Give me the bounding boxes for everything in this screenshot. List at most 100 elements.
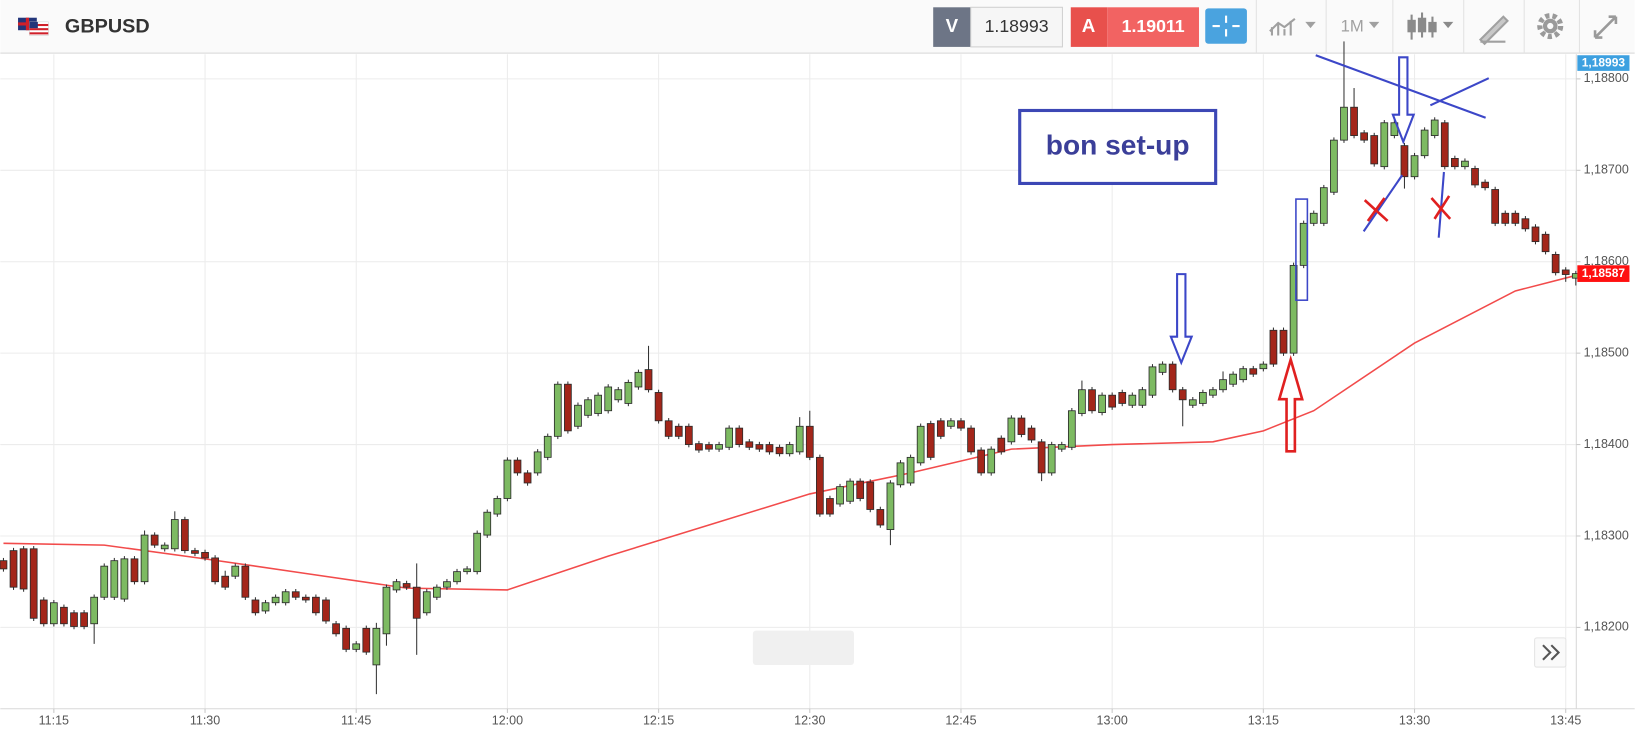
highlight-box: [1295, 198, 1309, 301]
crosshair-icon: [1212, 15, 1240, 37]
candle-body: [1309, 212, 1318, 224]
y-tick-label: 1,18400: [1584, 437, 1629, 451]
candle-body: [1279, 329, 1288, 354]
candle-body: [100, 565, 109, 598]
candle-body: [90, 596, 99, 625]
candle-body: [674, 425, 683, 437]
candle-body: [614, 389, 623, 401]
candle-body: [574, 404, 582, 427]
timeframe: 1M: [1341, 17, 1364, 36]
trend-lines: [1315, 54, 1490, 238]
fullscreen-button[interactable]: [1593, 15, 1618, 39]
gear-teeth: [1537, 13, 1564, 40]
candle-body: [1047, 444, 1056, 474]
candle-body: [997, 437, 1006, 453]
flag-us-stripe: [29, 32, 49, 35]
sell-button[interactable]: V 1.18993: [933, 6, 1063, 48]
buy-label-bg: [1070, 7, 1108, 47]
candle-body: [49, 602, 58, 625]
candle-body: [80, 612, 88, 627]
candle-body: [453, 571, 461, 583]
flag-us-stripe: [29, 23, 49, 27]
candle-body: [60, 606, 68, 625]
candle-body: [1350, 106, 1358, 136]
timeframe-button[interactable]: 1M: [1341, 17, 1380, 36]
buy-price-bg: [1107, 7, 1199, 47]
candle-body: [9, 550, 18, 588]
candle-body: [624, 381, 633, 404]
candle-body: [795, 425, 804, 453]
candle-body: [936, 420, 945, 437]
settings-button[interactable]: [1537, 13, 1564, 40]
candle-body: [1188, 399, 1197, 406]
crosshair-button[interactable]: [1205, 8, 1247, 44]
candle-body: [1330, 139, 1338, 193]
candle-icon-body: [1428, 21, 1437, 33]
candle-body: [947, 420, 955, 427]
candle-body: [916, 425, 925, 464]
candle-body: [503, 459, 512, 499]
candle-body: [836, 486, 844, 505]
candle-body: [1531, 226, 1540, 243]
candle-body: [1057, 444, 1066, 450]
candle-body: [211, 557, 219, 583]
candle-body: [130, 558, 139, 583]
candle-body: [70, 612, 78, 627]
candle-body: [110, 560, 119, 598]
candle-body: [1118, 392, 1127, 404]
candle-body: [140, 534, 149, 583]
candle-body: [1259, 363, 1268, 370]
candle-body: [372, 627, 381, 666]
expand-icon: [1593, 15, 1618, 39]
candle-body: [241, 565, 250, 598]
candle-body: [160, 544, 169, 550]
candle-body: [644, 369, 653, 391]
candle-body: [281, 591, 290, 604]
scroll-handle: [752, 630, 854, 665]
candle-body: [422, 591, 431, 614]
candle-body: [1078, 389, 1086, 414]
buy-button[interactable]: A 1.19011: [1070, 7, 1199, 47]
x-tick-label: 13:45: [1550, 714, 1581, 728]
candle-body: [1420, 129, 1429, 157]
candle-body: [493, 498, 502, 515]
toolbar-bg: [0, 0, 1635, 54]
candle-body: [1380, 122, 1389, 168]
crosshair-bg: [1205, 8, 1247, 44]
candle-body: [1461, 160, 1469, 168]
candle-body: [191, 550, 199, 554]
candle-icon-body: [1417, 17, 1427, 33]
arrow-up: [1277, 354, 1304, 453]
toolbar: GBPUSD V 1.18993 A 1.19011: [0, 0, 1635, 54]
candle-body: [1551, 253, 1560, 274]
candle-body: [1541, 233, 1550, 253]
buy-label: A: [1082, 15, 1096, 36]
candle-style-button[interactable]: [1407, 12, 1454, 40]
candle-body: [120, 558, 129, 600]
candle-body: [322, 599, 330, 622]
candle-body: [1370, 135, 1379, 165]
candle-body: [1219, 379, 1227, 391]
chart-type-button[interactable]: [1269, 17, 1316, 36]
candle-body: [755, 444, 764, 450]
x-tick-label: 13:30: [1399, 714, 1430, 728]
x-tick-label: 11:45: [341, 714, 371, 728]
candle-body: [846, 480, 854, 502]
candle-body: [876, 509, 885, 526]
candle-body: [1410, 155, 1419, 178]
candle-body: [654, 392, 663, 422]
candle-body: [1501, 212, 1510, 224]
candle-body: [251, 599, 260, 614]
candle-body: [896, 462, 905, 486]
candle-body: [987, 448, 996, 474]
bid-tag: 1,18993: [1582, 56, 1626, 70]
candle-body: [1400, 145, 1409, 178]
draw-button[interactable]: [1478, 15, 1509, 46]
scroll-right-button[interactable]: [1534, 637, 1567, 668]
candle-body: [564, 383, 572, 432]
x-tick-label: 12:30: [794, 714, 825, 728]
candle-body: [543, 435, 552, 458]
candle-body: [332, 623, 340, 635]
candle-body: [695, 443, 703, 451]
